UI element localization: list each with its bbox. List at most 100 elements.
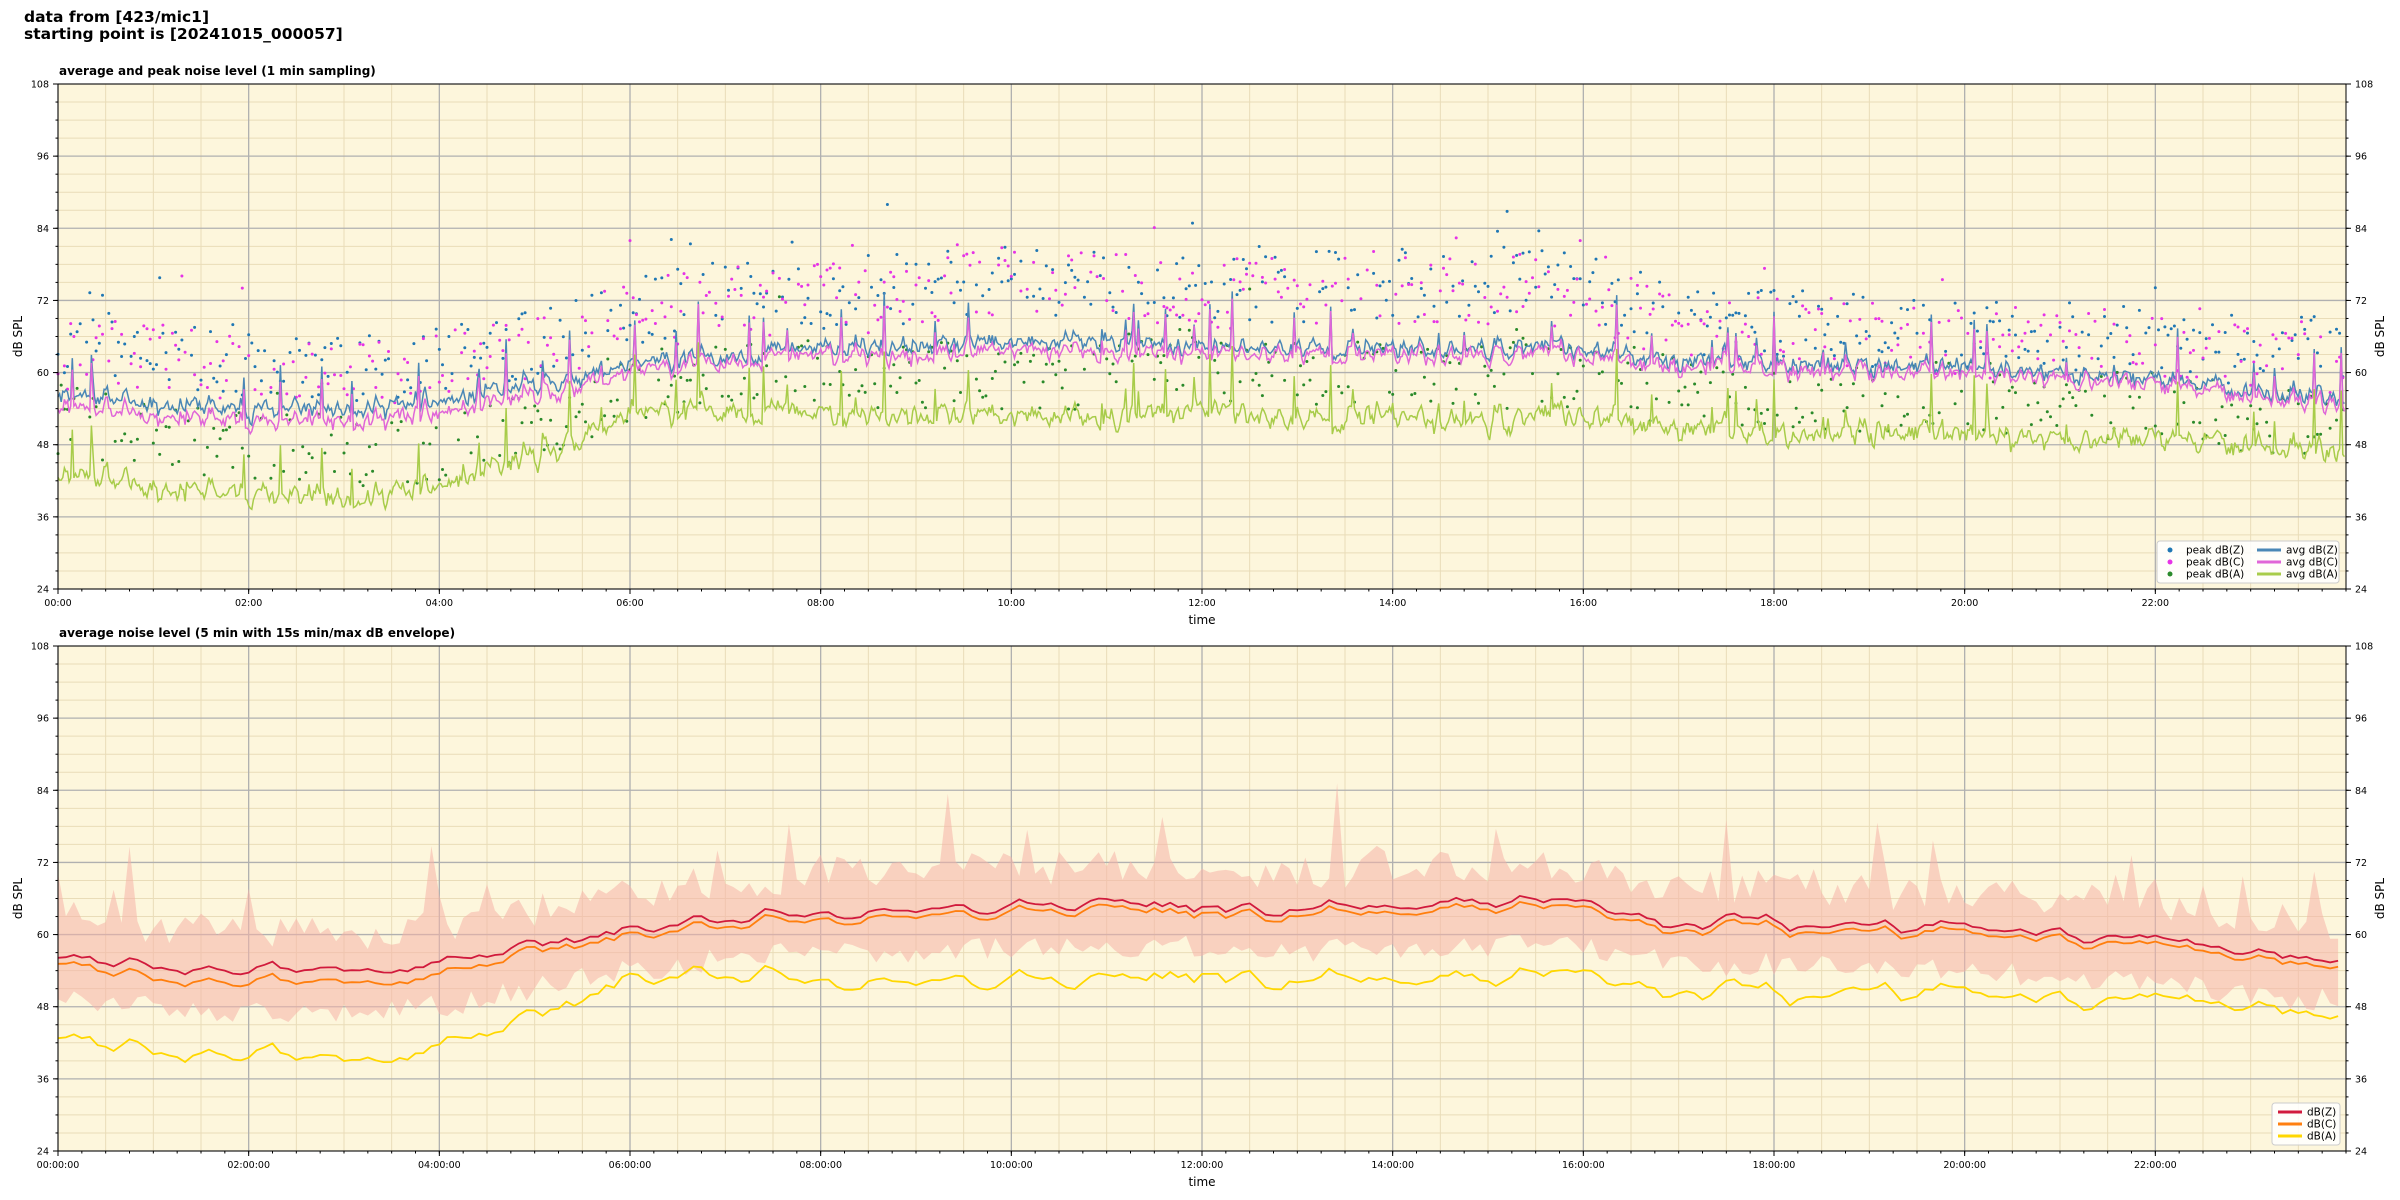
scatter-point xyxy=(205,386,209,389)
scatter-point xyxy=(1505,209,1509,213)
scatter-point xyxy=(2026,403,2030,407)
scatter-point xyxy=(943,274,947,278)
scatter-point xyxy=(1324,285,1328,289)
scatter-point xyxy=(2198,421,2202,425)
scatter-point xyxy=(1658,280,1662,284)
scatter-point xyxy=(1044,362,1048,366)
scatter-point xyxy=(434,327,438,331)
scatter-point xyxy=(1572,277,1576,281)
scatter-point xyxy=(294,337,298,341)
scatter-point xyxy=(1413,392,1417,395)
scatter-point xyxy=(1346,385,1350,389)
scatter-point xyxy=(1241,258,1245,261)
scatter-point xyxy=(224,379,228,382)
scatter-point xyxy=(1375,316,1379,320)
scatter-point xyxy=(2236,352,2240,356)
scatter-point xyxy=(1527,250,1531,254)
scatter-point xyxy=(2026,320,2030,324)
scatter-point xyxy=(920,400,924,404)
scatter-point xyxy=(1330,284,1334,288)
scatter-point xyxy=(927,350,931,354)
scatter-point xyxy=(1038,287,1042,291)
scatter-point xyxy=(1553,283,1557,287)
scatter-point xyxy=(1670,323,1674,327)
scatter-point xyxy=(402,357,406,361)
scatter-point xyxy=(1184,287,1188,291)
scatter-point xyxy=(1597,372,1601,376)
scatter-point xyxy=(1699,370,1703,374)
scatter-point xyxy=(723,265,727,269)
scatter-point xyxy=(1775,352,1779,356)
scatter-point xyxy=(1998,319,2002,323)
scatter-point xyxy=(552,364,556,368)
scatter-point xyxy=(247,454,251,458)
scatter-point xyxy=(876,318,880,322)
scatter-point xyxy=(822,326,826,330)
y-tick-label-left: 48 xyxy=(37,440,49,451)
scatter-point xyxy=(2246,331,2249,335)
scatter-point xyxy=(1623,313,1627,317)
scatter-point xyxy=(2296,402,2300,406)
scatter-point xyxy=(739,293,743,297)
scatter-point xyxy=(104,392,108,396)
scatter-point xyxy=(1114,253,1118,257)
scatter-point xyxy=(215,380,219,384)
scatter-point xyxy=(2172,324,2176,328)
scatter-point xyxy=(1054,313,1058,317)
scatter-point xyxy=(1337,257,1341,261)
scatter-point xyxy=(2087,312,2091,315)
scatter-point xyxy=(844,320,848,324)
series-line-db-a- xyxy=(57,964,2339,1064)
scatter-point xyxy=(148,362,152,366)
scatter-point xyxy=(606,357,610,361)
scatter-point xyxy=(1651,307,1655,311)
scatter-point xyxy=(1302,383,1306,387)
scatter-point xyxy=(1775,297,1779,301)
scatter-point xyxy=(1534,258,1538,262)
scatter-point xyxy=(1521,305,1525,308)
scatter-point xyxy=(1645,284,1649,288)
scatter-point xyxy=(1022,380,1026,384)
scatter-point xyxy=(2169,327,2173,331)
scatter-point xyxy=(666,273,670,277)
scatter-point xyxy=(1003,259,1007,262)
scatter-point xyxy=(269,386,273,389)
scatter-point xyxy=(2017,345,2021,349)
scatter-point xyxy=(491,323,495,327)
scatter-point xyxy=(2290,336,2294,340)
scatter-point xyxy=(615,337,619,341)
scatter-point xyxy=(1232,278,1236,282)
scatter-point xyxy=(1124,253,1128,256)
scatter-point xyxy=(2106,336,2110,340)
scatter-point xyxy=(282,362,286,366)
scatter-point xyxy=(1610,304,1614,308)
scatter-point xyxy=(2277,347,2281,351)
scatter-point xyxy=(603,414,607,418)
scatter-point xyxy=(2319,335,2323,339)
scatter-point xyxy=(1146,301,1150,305)
scatter-point xyxy=(218,396,222,400)
scatter-point xyxy=(1639,306,1642,310)
scatter-point xyxy=(209,330,212,334)
scatter-point xyxy=(974,283,978,287)
scatter-point xyxy=(355,399,359,402)
scatter-point xyxy=(669,305,673,309)
scatter-point xyxy=(155,428,158,432)
scatter-point xyxy=(1152,226,1156,230)
scatter-point xyxy=(1998,345,2002,349)
scatter-point xyxy=(2068,301,2071,305)
scatter-point xyxy=(1311,356,1315,360)
scatter-point xyxy=(1718,319,1722,323)
scatter-point xyxy=(202,365,206,369)
scatter-point xyxy=(1979,346,1983,350)
scatter-point xyxy=(873,382,877,386)
scatter-point xyxy=(1518,252,1522,256)
scatter-point xyxy=(2058,404,2062,408)
scatter-point xyxy=(304,375,308,379)
scatter-point xyxy=(2150,316,2154,320)
scatter-point xyxy=(466,377,470,381)
y-tick-label-left: 48 xyxy=(37,1002,49,1013)
scatter-point xyxy=(650,309,654,313)
scatter-point xyxy=(1728,301,1731,305)
scatter-point xyxy=(1864,337,1868,341)
